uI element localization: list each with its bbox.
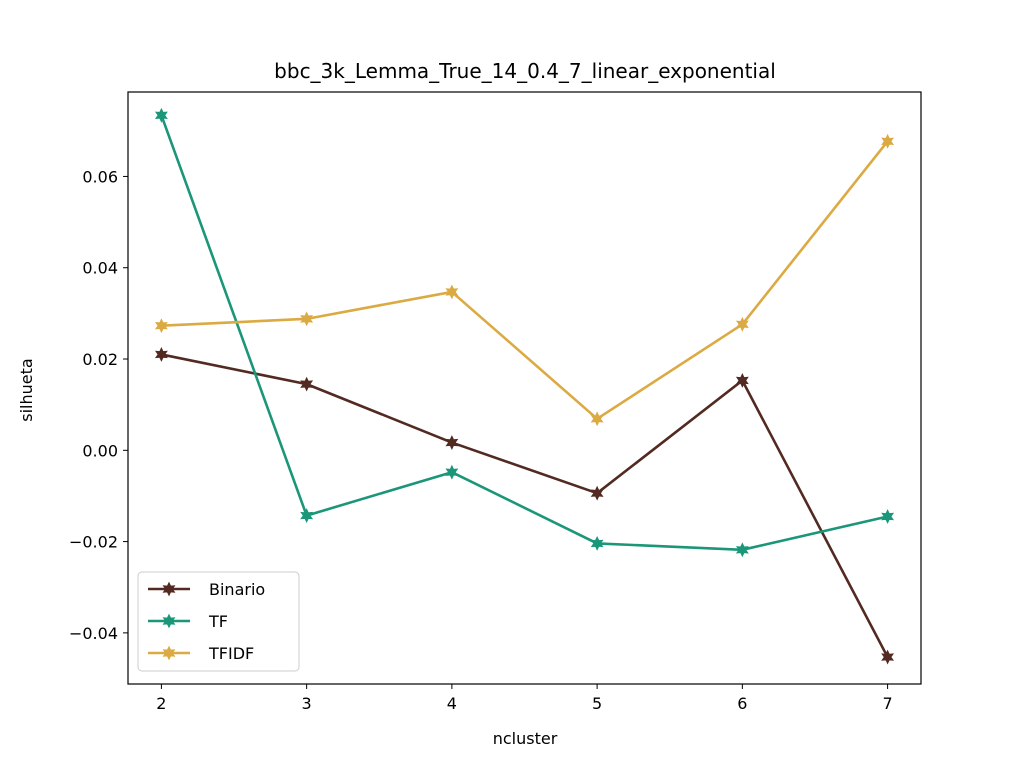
data-point-tf [735,542,749,558]
y-tick-label: 0.02 [82,350,118,369]
x-tick-label: 5 [592,694,602,713]
data-point-tf [445,464,459,480]
data-point-tfidf [154,318,168,334]
data-point-binario [735,373,749,388]
legend-box [137,571,300,672]
plot-series [154,107,895,665]
legend-marker-tfidf [162,645,176,661]
y-axis-label: silhueta [17,358,36,421]
x-tick-label: 3 [302,694,312,713]
data-point-binario [445,435,459,450]
data-point-tf [300,508,314,523]
legend-label-tfidf: TFIDF [208,644,254,663]
x-tick-label: 2 [156,694,166,713]
legend-marker-binario [162,581,176,597]
x-axis: 2 3 4 5 6 7 [156,684,893,713]
y-tick-label: −0.02 [69,533,118,552]
data-point-tfidf [735,316,749,332]
series-line-binario [161,353,889,658]
data-point-tfidf [445,284,459,300]
data-point-tfidf [590,411,604,427]
data-point-binario [881,649,895,665]
x-tick-label: 4 [447,694,457,713]
data-point-tf [590,535,604,551]
x-tick-label: 7 [883,694,893,713]
y-tick-label: 0.06 [82,167,118,186]
legend: Binario TF TFIDF [137,571,300,672]
data-point-binario [590,485,604,501]
data-point-tfidf [881,133,895,149]
plot-frame [127,91,922,685]
series-line-tf [160,114,888,552]
legend-label-binario: Binario [209,580,265,599]
y-tick-label: 0.04 [82,259,118,278]
x-axis-label: ncluster [493,729,558,748]
legend-label-tf: TF [208,612,228,631]
data-point-binario [300,376,314,392]
x-tick-label: 6 [737,694,747,713]
y-tick-label: −0.04 [69,624,118,643]
data-point-binario [154,347,168,362]
y-axis: −0.04 −0.02 0.00 0.02 0.04 0.06 [69,167,128,643]
legend-marker-tf [162,613,176,629]
data-point-tf [154,107,168,123]
series-line-tfidf [161,140,889,421]
y-tick-label: 0.00 [82,441,118,460]
data-point-tfidf [300,311,314,327]
data-point-tf [881,509,895,524]
chart-title: bbc_3k_Lemma_True_14_0.4_7_linear_expone… [274,59,776,83]
